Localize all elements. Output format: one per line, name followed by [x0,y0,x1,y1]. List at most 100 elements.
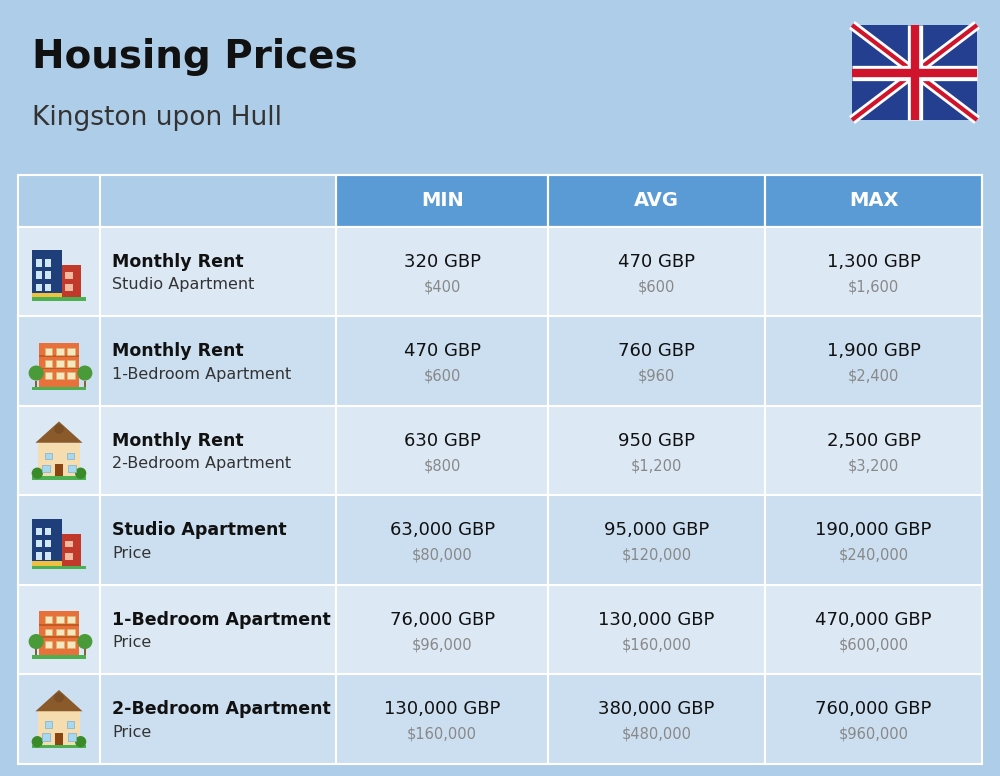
FancyBboxPatch shape [39,355,79,357]
FancyBboxPatch shape [100,674,336,764]
Text: 95,000 GBP: 95,000 GBP [604,521,709,539]
FancyBboxPatch shape [36,552,42,559]
FancyBboxPatch shape [765,674,982,764]
Text: $96,000: $96,000 [412,637,472,653]
FancyBboxPatch shape [32,745,86,748]
FancyBboxPatch shape [56,641,64,648]
FancyBboxPatch shape [336,227,548,317]
FancyBboxPatch shape [67,629,75,636]
Text: 1,900 GBP: 1,900 GBP [827,342,920,360]
Circle shape [29,635,43,649]
FancyBboxPatch shape [56,360,64,367]
Text: 380,000 GBP: 380,000 GBP [598,700,715,719]
Text: MIN: MIN [421,192,464,210]
FancyBboxPatch shape [100,585,336,674]
FancyBboxPatch shape [39,636,79,638]
FancyBboxPatch shape [32,476,86,480]
FancyBboxPatch shape [36,540,42,548]
FancyBboxPatch shape [65,284,73,291]
FancyBboxPatch shape [55,733,63,745]
FancyBboxPatch shape [100,317,336,406]
FancyBboxPatch shape [100,227,336,317]
Circle shape [55,425,63,433]
FancyBboxPatch shape [36,259,42,267]
FancyBboxPatch shape [18,674,100,764]
Text: 2-Bedroom Apartment: 2-Bedroom Apartment [112,700,331,719]
FancyBboxPatch shape [45,283,51,291]
Text: MAX: MAX [849,192,898,210]
FancyBboxPatch shape [67,641,75,648]
FancyBboxPatch shape [55,464,63,476]
FancyBboxPatch shape [39,368,79,369]
Polygon shape [35,421,83,443]
FancyBboxPatch shape [68,465,76,473]
FancyBboxPatch shape [852,25,977,120]
Circle shape [78,635,92,649]
Polygon shape [35,690,83,712]
FancyBboxPatch shape [36,528,42,535]
FancyBboxPatch shape [336,674,548,764]
Text: 1-Bedroom Apartment: 1-Bedroom Apartment [112,611,331,629]
Text: AVG: AVG [634,192,679,210]
FancyBboxPatch shape [548,317,765,406]
Text: 130,000 GBP: 130,000 GBP [384,700,500,719]
FancyBboxPatch shape [67,348,75,355]
Text: 2,500 GBP: 2,500 GBP [827,431,921,450]
FancyBboxPatch shape [18,175,100,227]
Circle shape [78,366,92,380]
Text: $480,000: $480,000 [622,727,692,742]
FancyBboxPatch shape [39,624,79,625]
Text: 320 GBP: 320 GBP [404,253,481,271]
FancyBboxPatch shape [336,496,548,585]
FancyBboxPatch shape [32,297,86,300]
Text: $800: $800 [423,459,461,473]
FancyBboxPatch shape [45,552,51,559]
FancyBboxPatch shape [42,465,50,473]
FancyBboxPatch shape [765,585,982,674]
FancyBboxPatch shape [336,585,548,674]
Text: 760,000 GBP: 760,000 GBP [815,700,932,719]
FancyBboxPatch shape [39,611,79,655]
Text: Studio Apartment: Studio Apartment [112,521,287,539]
FancyBboxPatch shape [765,175,982,227]
FancyBboxPatch shape [68,733,76,741]
FancyBboxPatch shape [45,721,52,728]
FancyBboxPatch shape [45,641,52,648]
FancyBboxPatch shape [56,616,64,623]
Text: $120,000: $120,000 [622,548,692,563]
Text: 130,000 GBP: 130,000 GBP [598,611,715,629]
Text: $960: $960 [638,369,675,384]
FancyBboxPatch shape [548,674,765,764]
FancyBboxPatch shape [548,496,765,585]
FancyBboxPatch shape [765,406,982,496]
FancyBboxPatch shape [45,372,52,379]
FancyBboxPatch shape [65,272,73,279]
Text: $160,000: $160,000 [622,637,692,653]
FancyBboxPatch shape [32,561,62,566]
Text: $2,400: $2,400 [848,369,899,384]
FancyBboxPatch shape [45,540,51,548]
FancyBboxPatch shape [548,406,765,496]
FancyBboxPatch shape [67,616,75,623]
Circle shape [76,736,86,747]
FancyBboxPatch shape [67,372,75,379]
Circle shape [32,468,42,478]
FancyBboxPatch shape [32,386,86,390]
Text: Price: Price [112,725,151,740]
FancyBboxPatch shape [45,616,52,623]
FancyBboxPatch shape [548,227,765,317]
Text: $400: $400 [423,279,461,294]
FancyBboxPatch shape [60,265,81,297]
FancyBboxPatch shape [336,317,548,406]
FancyBboxPatch shape [35,381,37,386]
Circle shape [76,468,86,478]
Text: $3,200: $3,200 [848,459,899,473]
FancyBboxPatch shape [45,348,52,355]
Text: 1,300 GBP: 1,300 GBP [827,253,920,271]
FancyBboxPatch shape [765,317,982,406]
FancyBboxPatch shape [32,293,62,297]
Text: Monthly Rent: Monthly Rent [112,431,244,450]
Text: $600: $600 [638,279,675,294]
Circle shape [55,694,63,702]
Text: Kingston upon Hull: Kingston upon Hull [32,105,282,131]
